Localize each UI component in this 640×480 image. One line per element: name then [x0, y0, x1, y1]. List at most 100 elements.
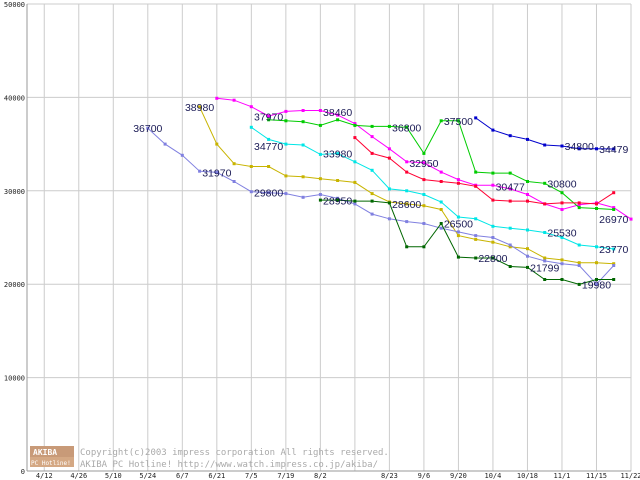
data-label-34479: 34479 [599, 144, 628, 156]
series-5-point [301, 143, 305, 147]
series-5-point [474, 217, 478, 221]
series-4-point [474, 184, 478, 188]
series-6-point [353, 180, 357, 184]
series-5-point [249, 125, 253, 129]
series-6-point [474, 237, 478, 241]
series-2-point [267, 118, 271, 122]
series-6-point [595, 261, 598, 265]
series-5-point [491, 224, 495, 228]
series-6-point [336, 179, 340, 182]
x-tick-label: 10/18 [517, 472, 538, 480]
series-1-point [284, 109, 288, 113]
series-7-point [284, 192, 288, 196]
series-6-point [318, 177, 322, 181]
series-2-point [353, 123, 357, 127]
series-1-point [577, 203, 581, 207]
data-label-30477: 30477 [496, 181, 525, 193]
series-1-point [612, 206, 616, 210]
series-2-point [491, 171, 495, 175]
x-tick-label: 4/12 [36, 472, 53, 480]
series-6-point [612, 262, 616, 266]
series-3-point [560, 144, 564, 148]
series-2-point [612, 208, 616, 211]
series-7-point [387, 217, 391, 221]
data-label-34770: 34770 [254, 141, 283, 153]
series-2-point [560, 191, 564, 195]
series-5-point [318, 152, 322, 156]
x-tick-label: 6/7 [176, 472, 189, 480]
series-7-point [543, 259, 547, 263]
logo-bottom-box [30, 457, 74, 467]
data-label-28950: 28950 [323, 196, 352, 208]
series-4-point [439, 180, 443, 183]
series-4-point [456, 181, 460, 185]
series-7-point [198, 169, 202, 173]
series-3-point [491, 128, 495, 132]
series-2-point [595, 207, 598, 210]
series-4-point [595, 202, 598, 206]
series-6-point [198, 105, 202, 109]
grid-lines [27, 3, 632, 472]
x-tick-label: 7/5 [245, 472, 258, 480]
series-8-point [474, 256, 478, 260]
data-label-23770: 23770 [599, 244, 628, 256]
series-8-point [543, 278, 547, 281]
series-2-point [405, 125, 409, 129]
series-7-point [215, 170, 219, 174]
series-6-point [301, 175, 305, 179]
series-8-point [491, 256, 495, 260]
logo-top-box [30, 446, 74, 457]
series-1-point [318, 109, 322, 112]
series-6-point [508, 245, 512, 249]
data-label-37500: 37500 [444, 116, 473, 128]
series-7-point [595, 282, 598, 286]
series-2-point [456, 119, 460, 123]
series-1-point [387, 147, 391, 151]
series-6-point [577, 261, 581, 265]
series-2-point [387, 124, 391, 128]
copyright-line-1: Copyright(c)2003 impress corporation All… [80, 448, 389, 458]
series-4-point [526, 199, 529, 203]
series-5-point [387, 187, 391, 191]
series-5-point [353, 160, 357, 164]
series-8-point [405, 245, 409, 249]
y-tick-label: 50000 [4, 1, 25, 9]
series-7-point [336, 196, 340, 200]
x-tick-label: 7/19 [277, 472, 294, 480]
series-5-point [577, 243, 581, 247]
data-label-38980: 38980 [185, 102, 214, 114]
series-7-point [508, 243, 512, 247]
data-label-37970: 37970 [254, 111, 283, 123]
x-tick-label: 11/22 [620, 472, 640, 480]
series-1-point [560, 208, 564, 211]
series-7-point [370, 212, 374, 216]
series-5-point [560, 236, 564, 239]
series-5-point [405, 189, 409, 193]
series-1-point [249, 105, 253, 109]
data-label-34800: 34800 [565, 141, 594, 153]
y-tick-label: 20000 [4, 281, 25, 289]
data-label-26500: 26500 [444, 218, 473, 230]
series-6-point [422, 204, 426, 208]
series-7-point [422, 222, 426, 225]
series-3-point [577, 147, 581, 151]
series-7-point [456, 230, 460, 234]
series-3-point [612, 147, 616, 151]
series-7-line [147, 127, 615, 285]
x-tick-label: 10/4 [485, 472, 502, 480]
series-8-point [526, 265, 529, 269]
series-4-point [353, 136, 357, 140]
data-label-25530: 25530 [547, 228, 576, 240]
x-tick-label: 11/1 [554, 472, 571, 480]
series-1-point [491, 183, 495, 187]
series-7-point [232, 180, 236, 183]
series-5-point [526, 228, 529, 232]
x-tick-label: 5/10 [105, 472, 122, 480]
series-1-point [456, 178, 460, 182]
series-2-point [422, 151, 426, 155]
series-7-point [267, 191, 271, 195]
series-group [146, 96, 633, 286]
series-3-point [526, 137, 529, 141]
x-tick-label: 4/26 [70, 472, 87, 480]
